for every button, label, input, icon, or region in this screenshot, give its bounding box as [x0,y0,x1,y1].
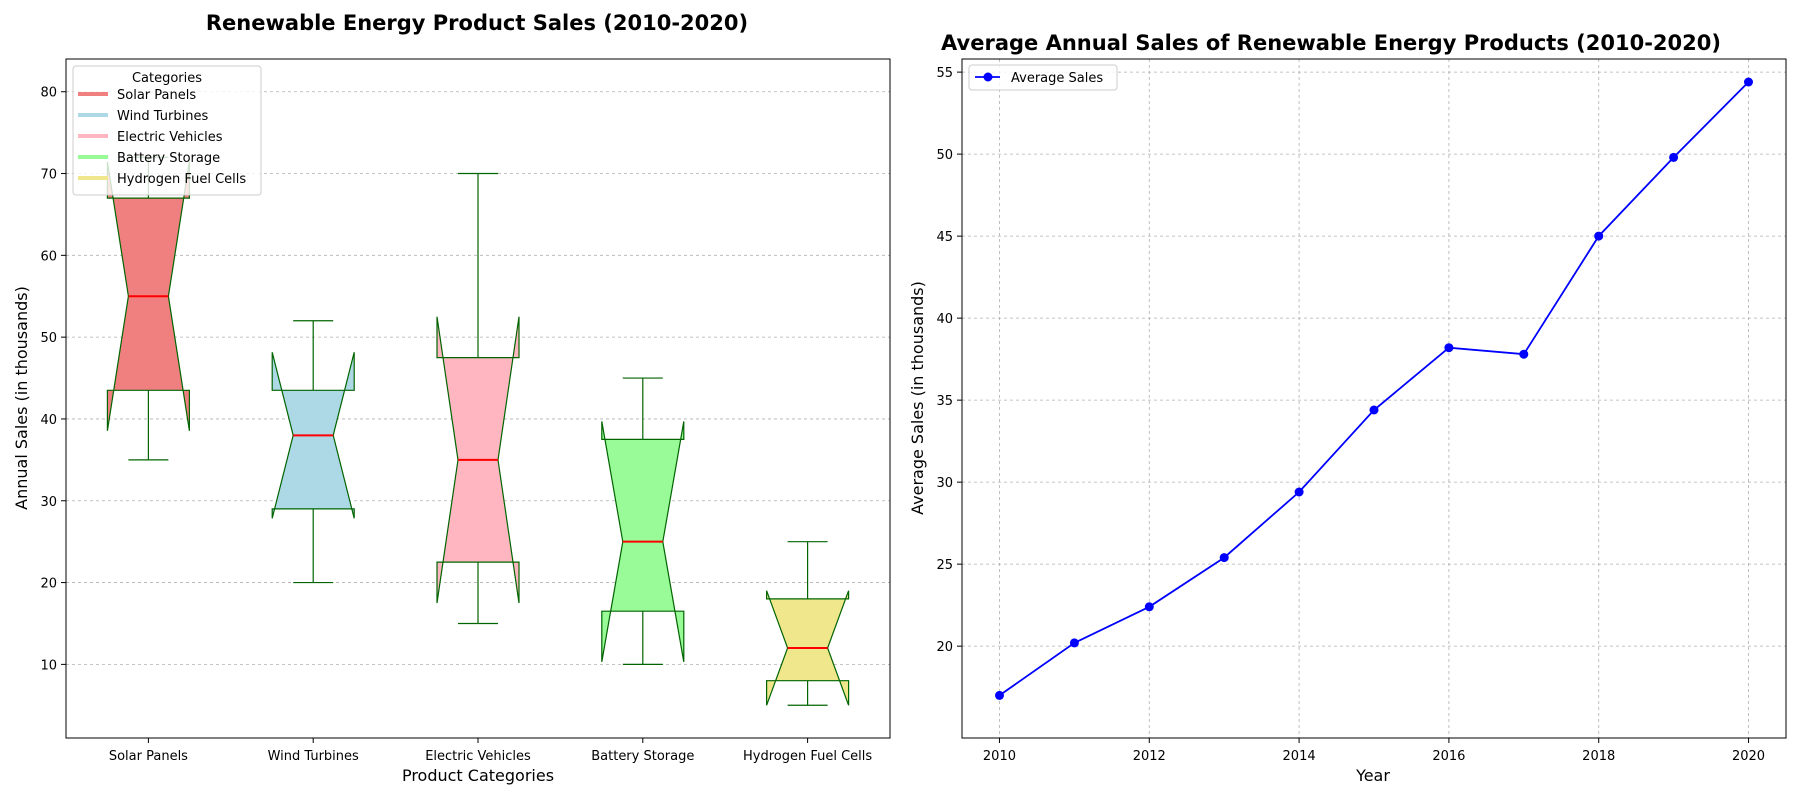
data-point [995,690,1004,700]
line-chart-y-label: Average Sales (in thousands) [908,281,927,515]
x-tick-label: 2010 [983,749,1016,764]
box-chart-gridlines [66,91,890,665]
data-point [1444,343,1454,353]
legend-label: Battery Storage [117,151,220,166]
legend-label: Solar Panels [117,88,196,103]
legend-items: Solar Panels Wind Turbines Electric Vehicl… [78,88,246,187]
data-point [1594,231,1604,241]
data-point [1069,638,1079,648]
y-tick-label: 40 [40,413,57,428]
y-tick-label: 20 [40,577,57,592]
line-chart-plot-area [961,58,1787,739]
y-tick-label: 60 [40,249,57,264]
box-chart-boxes [106,156,850,706]
data-point [1294,487,1304,497]
data-point [1144,602,1154,612]
y-tick-label: 35 [936,394,953,409]
box-chart-x-ticks: Solar Panels Wind Turbines Electric Vehicl… [109,738,872,764]
line-chart-series [995,77,1753,700]
legend-frame [968,64,1118,91]
box-chart-title: Renewable Energy Product Sales (2010-202… [206,11,748,35]
y-tick-label: 70 [40,168,57,183]
data-point [1669,152,1679,162]
line-chart-title: Average Annual Sales of Renewable Energy… [941,31,1721,55]
y-tick-label: 40 [936,312,953,327]
legend-label: Hydrogen Fuel Cells [117,172,246,187]
legend-label: Wind Turbines [117,109,208,124]
box-chart-y-label: Annual Sales (in thousands) [12,286,31,510]
legend-frame [72,65,262,196]
y-tick-label: 50 [936,148,953,163]
y-tick-label: 45 [936,230,953,245]
box-plot-chart: Renewable Energy Product Sales (2010-202… [12,11,891,785]
x-tick-label: Wind Turbines [268,749,359,764]
x-tick-label: Hydrogen Fuel Cells [743,749,872,764]
y-tick-label: 20 [936,640,953,655]
box-chart-y-ticks: 10 20 30 40 50 60 70 80 [40,86,66,673]
legend-marker-swatch [983,72,993,82]
y-tick-label: 55 [936,66,953,81]
y-tick-label: 50 [40,331,57,346]
line-chart-gridlines [962,59,1786,738]
line-chart-x-ticks: 2010 2012 2014 2016 2018 2020 [983,738,1765,764]
x-tick-label: Battery Storage [591,749,694,764]
x-tick-label: 2016 [1432,749,1465,764]
box-chart-x-label: Product Categories [402,766,554,785]
line-chart: Average Annual Sales of Renewable Energy… [908,31,1787,785]
x-tick-label: Solar Panels [109,749,188,764]
data-point [1519,349,1529,359]
series-line [998,81,1750,697]
x-tick-label: 2012 [1133,749,1166,764]
legend-label: Average Sales [1011,71,1103,86]
x-tick-label: 2018 [1582,749,1615,764]
y-tick-label: 25 [936,558,953,573]
x-tick-label: 2020 [1732,749,1765,764]
line-chart-legend: Average Sales [968,64,1118,91]
data-point [1369,405,1379,415]
y-tick-label: 30 [40,495,57,510]
line-chart-y-ticks: 20 25 30 35 40 45 50 55 [936,66,962,655]
line-chart-x-label: Year [1355,766,1390,785]
x-tick-label: Electric Vehicles [425,749,531,764]
y-tick-label: 80 [40,86,57,101]
legend-title: Categories [132,71,202,86]
data-point [1219,553,1229,563]
x-tick-label: 2014 [1283,749,1316,764]
data-point [1744,77,1753,87]
y-tick-label: 30 [936,476,953,491]
legend-label: Electric Vehicles [117,130,223,145]
y-tick-label: 10 [40,658,57,673]
box-chart-legend: Categories Solar Panels Wind Turbines Elec… [72,65,262,196]
